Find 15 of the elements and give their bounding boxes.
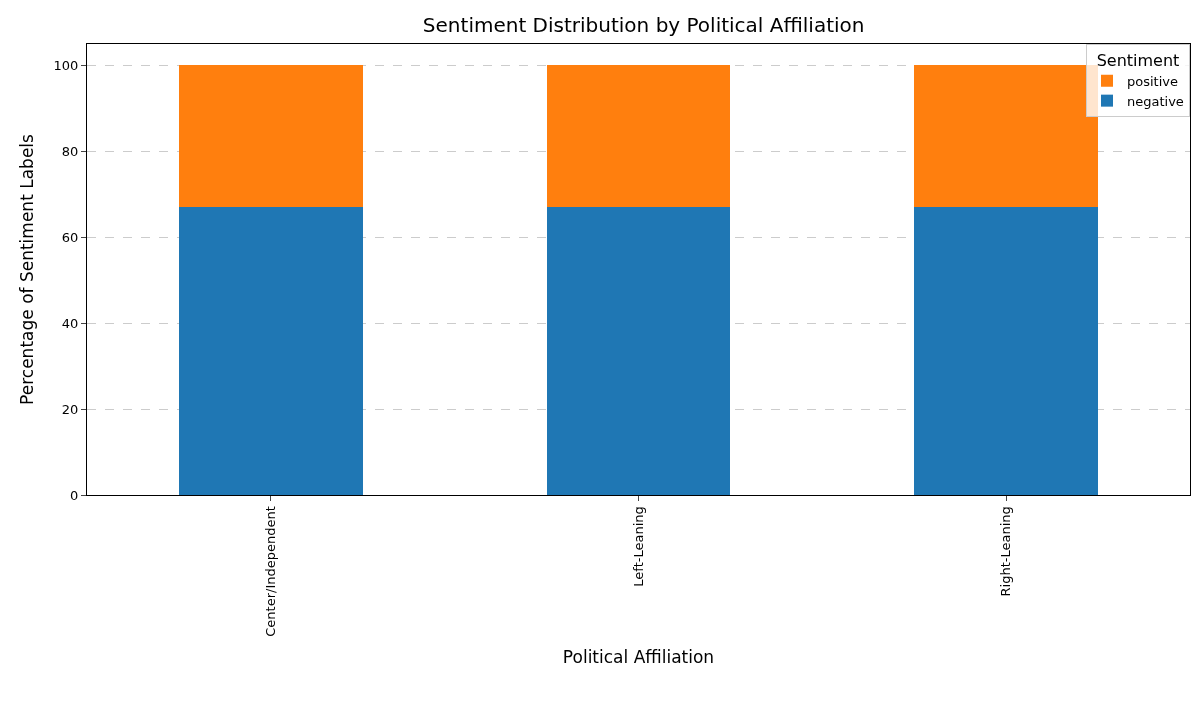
y-tick-label: 80 bbox=[61, 143, 79, 159]
x-tick-label: Right-Leaning bbox=[998, 506, 1014, 597]
y-tick-label: 0 bbox=[70, 487, 79, 503]
y-tick-label: 100 bbox=[53, 58, 79, 74]
legend-title: Sentiment bbox=[1096, 50, 1180, 70]
legend-label: positive bbox=[1127, 73, 1178, 89]
chart-title: Sentiment Distribution by Political Affiliation bbox=[422, 12, 865, 37]
y-tick-label: 60 bbox=[61, 229, 79, 245]
x-tick-label: Left-Leaning bbox=[630, 506, 646, 587]
x-tick-label: Center/Independent bbox=[263, 506, 279, 637]
legend-label: negative bbox=[1127, 93, 1184, 109]
y-tick-label: 40 bbox=[61, 315, 79, 331]
y-tick-label: 20 bbox=[61, 401, 79, 417]
x-axis-title: Political Affiliation bbox=[562, 647, 715, 668]
y-axis-title: Percentage of Sentiment Labels bbox=[17, 133, 38, 405]
